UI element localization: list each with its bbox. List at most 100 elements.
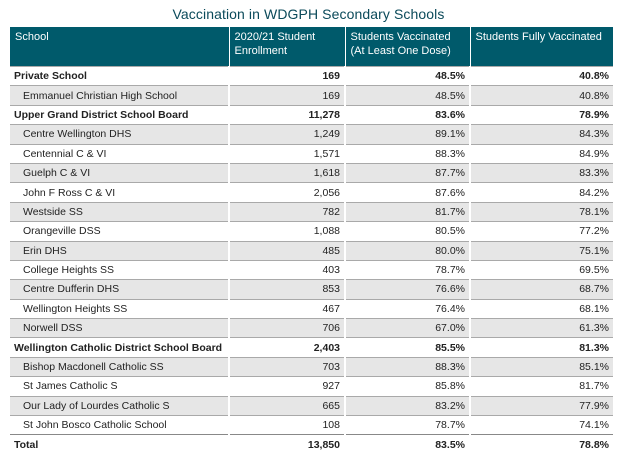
- one-dose-cell: 48.5%: [344, 85, 470, 106]
- enrollment-cell: 13,850: [228, 434, 345, 454]
- fully-vaccinated-cell: 40.8%: [469, 65, 613, 86]
- enrollment-cell: 2,056: [228, 182, 345, 203]
- total-row: Total 13,850 83.5% 78.8%: [10, 434, 613, 454]
- school-cell: Private School: [10, 65, 229, 86]
- table-row: St John Bosco Catholic School 108 78.7% 74.…: [10, 415, 613, 435]
- fully-vaccinated-cell: 81.3%: [469, 337, 613, 358]
- one-dose-cell: 76.6%: [344, 279, 470, 300]
- one-dose-cell: 87.6%: [344, 182, 470, 203]
- one-dose-cell: 78.7%: [344, 415, 470, 435]
- table-row: Centre Dufferin DHS 853 76.6% 68.7%: [10, 279, 613, 300]
- school-cell: Bishop Macdonell Catholic SS: [10, 356, 229, 377]
- one-dose-cell: 48.5%: [344, 65, 470, 86]
- table-row: Our Lady of Lourdes Catholic S 665 83.2% 77…: [10, 395, 613, 416]
- table-row: Emmanuel Christian High School 169 48.5% 40…: [10, 85, 613, 106]
- school-cell: Erin DHS: [10, 240, 229, 261]
- enrollment-cell: 853: [228, 279, 345, 300]
- enrollment-cell: 927: [228, 376, 345, 397]
- header-row: School 2020/21 Student Enrollment Studen…: [10, 27, 613, 67]
- table-row: St James Catholic S 927 85.8% 81.7%: [10, 376, 613, 397]
- school-cell: Centre Dufferin DHS: [10, 279, 229, 300]
- one-dose-cell: 89.1%: [344, 124, 470, 145]
- fully-vaccinated-cell: 81.7%: [469, 376, 613, 397]
- school-cell: Norwell DSS: [10, 318, 229, 338]
- table-row: Norwell DSS 706 67.0% 61.3%: [10, 318, 613, 338]
- fully-vaccinated-cell: 84.2%: [469, 182, 613, 203]
- table-row: Guelph C & VI 1,618 87.7% 83.3%: [10, 162, 613, 183]
- school-cell: Wellington Catholic District School Boar…: [10, 337, 229, 358]
- enrollment-cell: 1,249: [228, 124, 345, 145]
- one-dose-cell: 76.4%: [344, 298, 470, 319]
- enrollment-cell: 665: [228, 395, 345, 416]
- fully-vaccinated-cell: 69.5%: [469, 259, 613, 280]
- fully-vaccinated-cell: 84.3%: [469, 124, 613, 145]
- table-body: Private School 169 48.5% 40.8% Emmanuel Chri…: [10, 65, 613, 454]
- table-row: Erin DHS 485 80.0% 75.1%: [10, 240, 613, 261]
- fully-vaccinated-cell: 78.1%: [469, 201, 613, 222]
- enrollment-cell: 1,571: [228, 143, 345, 164]
- enrollment-cell: 1,618: [228, 162, 345, 183]
- enrollment-cell: 703: [228, 356, 345, 377]
- fully-vaccinated-cell: 74.1%: [469, 415, 613, 435]
- school-cell: Upper Grand District School Board: [10, 104, 229, 125]
- enrollment-cell: 706: [228, 318, 345, 338]
- fully-vaccinated-cell: 68.1%: [469, 298, 613, 319]
- school-cell: St James Catholic S: [10, 376, 229, 397]
- column-header-fully-vaccinated[interactable]: Students Fully Vaccinated: [469, 27, 613, 67]
- group-row: Wellington Catholic District School Boar…: [10, 337, 613, 358]
- enrollment-cell: 485: [228, 240, 345, 261]
- enrollment-cell: 467: [228, 298, 345, 319]
- one-dose-cell: 80.5%: [344, 221, 470, 242]
- one-dose-cell: 78.7%: [344, 259, 470, 280]
- table-row: Orangeville DSS 1,088 80.5% 77.2%: [10, 221, 613, 242]
- one-dose-cell: 83.5%: [344, 434, 470, 454]
- table-row: John F Ross C & VI 2,056 87.6% 84.2%: [10, 182, 613, 203]
- fully-vaccinated-cell: 77.9%: [469, 395, 613, 416]
- school-cell: Guelph C & VI: [10, 162, 229, 183]
- table-row: Centre Wellington DHS 1,249 89.1% 84.3%: [10, 124, 613, 145]
- column-header-one-dose[interactable]: Students Vaccinated (At Least One Dose): [344, 27, 470, 67]
- school-cell: Our Lady of Lourdes Catholic S: [10, 395, 229, 416]
- enrollment-cell: 403: [228, 259, 345, 280]
- fully-vaccinated-cell: 75.1%: [469, 240, 613, 261]
- group-row: Upper Grand District School Board 11,278 8…: [10, 104, 613, 125]
- one-dose-cell: 81.7%: [344, 201, 470, 222]
- fully-vaccinated-cell: 78.9%: [469, 104, 613, 125]
- table-row: College Heights SS 403 78.7% 69.5%: [10, 259, 613, 280]
- one-dose-cell: 88.3%: [344, 143, 470, 164]
- school-cell: Orangeville DSS: [10, 221, 229, 242]
- enrollment-cell: 11,278: [228, 104, 345, 125]
- table-title: Vaccination in WDGPH Secondary Schools: [172, 6, 445, 22]
- fully-vaccinated-cell: 61.3%: [469, 318, 613, 338]
- fully-vaccinated-cell: 85.1%: [469, 356, 613, 377]
- one-dose-cell: 85.5%: [344, 337, 470, 358]
- school-cell: St John Bosco Catholic School: [10, 415, 229, 435]
- fully-vaccinated-cell: 84.9%: [469, 143, 613, 164]
- one-dose-cell: 83.6%: [344, 104, 470, 125]
- group-row: Private School 169 48.5% 40.8%: [10, 65, 613, 86]
- school-cell: Centre Wellington DHS: [10, 124, 229, 145]
- fully-vaccinated-cell: 40.8%: [469, 85, 613, 106]
- school-cell: Emmanuel Christian High School: [10, 85, 229, 106]
- column-header-school[interactable]: School: [10, 27, 229, 67]
- enrollment-cell: 782: [228, 201, 345, 222]
- one-dose-cell: 83.2%: [344, 395, 470, 416]
- school-cell: Westside SS: [10, 201, 229, 222]
- school-cell: John F Ross C & VI: [10, 182, 229, 203]
- one-dose-cell: 88.3%: [344, 356, 470, 377]
- enrollment-cell: 169: [228, 85, 345, 106]
- school-cell: College Heights SS: [10, 259, 229, 280]
- enrollment-cell: 169: [228, 65, 345, 86]
- enrollment-cell: 1,088: [228, 221, 345, 242]
- school-cell: Total: [10, 434, 229, 454]
- table-row: Westside SS 782 81.7% 78.1%: [10, 201, 613, 222]
- vaccination-table: School 2020/21 Student Enrollment Studen…: [10, 27, 613, 454]
- enrollment-cell: 108: [228, 415, 345, 435]
- table-row: Centennial C & VI 1,571 88.3% 84.9%: [10, 143, 613, 164]
- table-row: Bishop Macdonell Catholic SS 703 88.3% 85.1…: [10, 356, 613, 377]
- fully-vaccinated-cell: 77.2%: [469, 221, 613, 242]
- column-header-enrollment[interactable]: 2020/21 Student Enrollment: [228, 27, 345, 67]
- one-dose-cell: 80.0%: [344, 240, 470, 261]
- one-dose-cell: 67.0%: [344, 318, 470, 338]
- school-cell: Wellington Heights SS: [10, 298, 229, 319]
